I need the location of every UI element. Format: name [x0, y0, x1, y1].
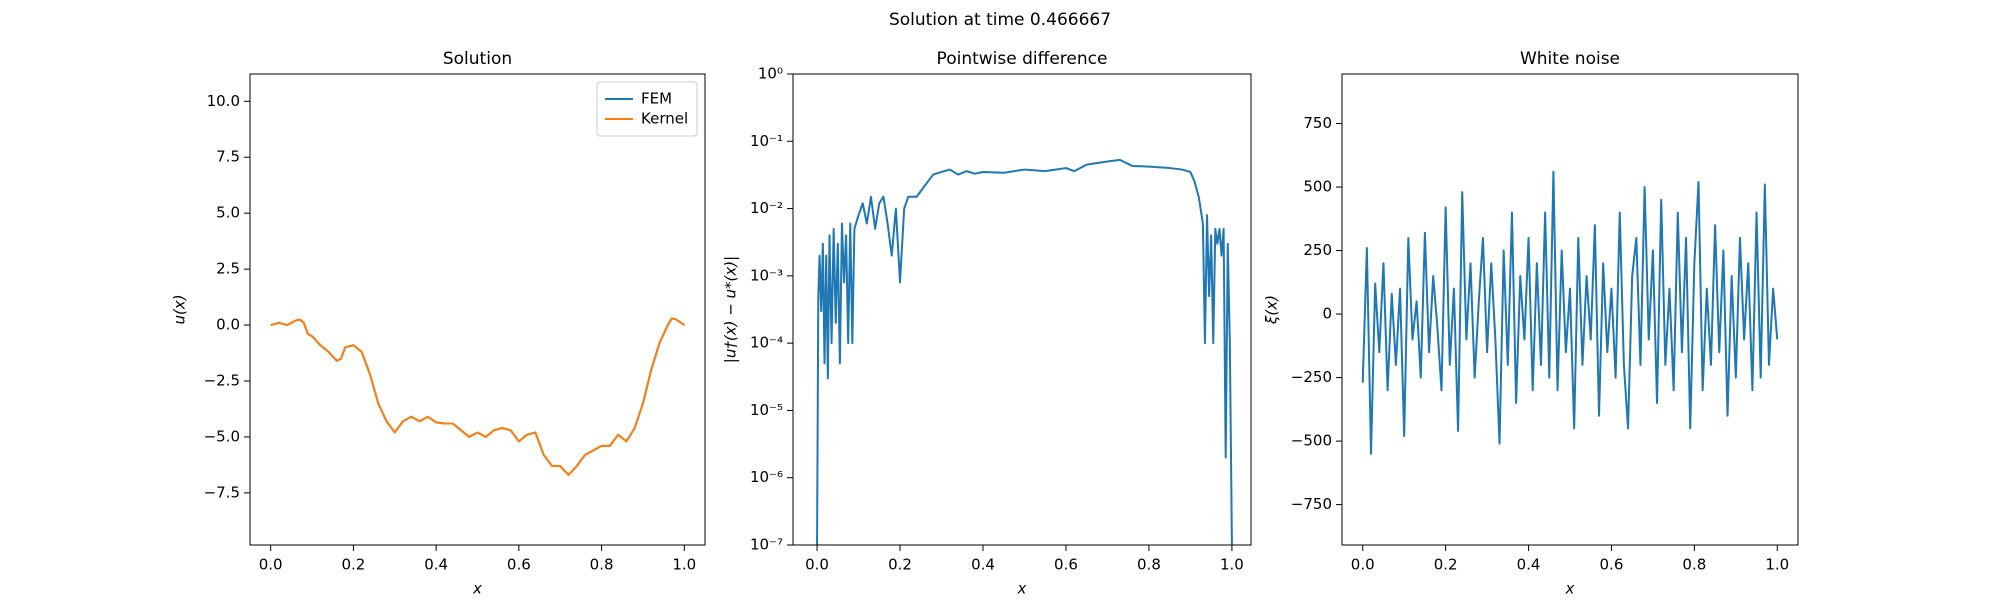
x-tick-label: 0.4 [971, 556, 995, 574]
y-tick-label: 0.0 [216, 316, 240, 334]
legend-label: Kernel [641, 110, 688, 128]
x-axis-label: x [1017, 580, 1027, 598]
y-tick-label: 5.0 [216, 204, 240, 222]
y-tick-label: 0 [1322, 305, 1332, 323]
x-tick-label: 0.0 [259, 556, 283, 574]
y-tick-label: 10⁻⁴ [750, 334, 783, 352]
y-tick-label: 10⁻¹ [750, 132, 783, 150]
legend-box [596, 81, 698, 137]
x-tick-label: 0.6 [507, 556, 531, 574]
plot-area [270, 317, 685, 476]
data-line [1361, 170, 1779, 455]
subplot: 0.0 0.2 0.4 0.6 0.8 1.0 −750 −500 −250 0 250 500 750… [1263, 49, 1799, 598]
y-tick-label: 10⁻⁵ [750, 401, 783, 419]
x-tick-label: 0.2 [888, 556, 912, 574]
legend-label: FEM [641, 90, 672, 108]
x-tick-label: 0.6 [1054, 556, 1078, 574]
figure-title: Solution at time 0.466667 [889, 10, 1111, 30]
subplot-title: Pointwise difference [937, 49, 1108, 69]
x-axis-label: x [472, 580, 482, 598]
y-tick-label: 10⁻² [750, 199, 783, 217]
x-tick-label: 0.6 [1600, 556, 1624, 574]
y-tick-label: −7.5 [204, 483, 240, 501]
axes-frame [249, 73, 706, 546]
y-tick-label: −750 [1291, 495, 1332, 513]
data-line [816, 158, 1233, 545]
y-axis-label: |u†(x) − u*(x)| [722, 256, 740, 363]
axes-frame [792, 73, 1252, 546]
subplot-title: White noise [1520, 49, 1620, 69]
y-tick-label: −500 [1291, 432, 1332, 450]
x-tick-label: 0.0 [805, 556, 829, 574]
y-tick-label: 10⁻⁷ [750, 536, 783, 554]
y-tick-label: 250 [1303, 241, 1332, 259]
legend: FEM Kernel [596, 81, 698, 137]
subplot-title: Solution [443, 49, 512, 69]
y-tick-label: 500 [1303, 178, 1332, 196]
plot-area [816, 158, 1233, 545]
x-tick-label: 0.4 [1517, 556, 1541, 574]
y-tick-label: 7.5 [216, 148, 240, 166]
y-tick-label: 10⁻⁶ [750, 468, 783, 486]
y-tick-label: −2.5 [204, 371, 240, 389]
data-line [270, 317, 685, 476]
y-axis-label: ξ(x) [1263, 295, 1281, 325]
y-tick-label: 10⁻³ [750, 266, 783, 284]
x-tick-label: 0.8 [1137, 556, 1161, 574]
axes-frame [1341, 73, 1799, 546]
y-tick-label: 10⁰ [758, 65, 783, 83]
x-tick-label: 0.2 [341, 556, 365, 574]
x-axis-label: x [1565, 580, 1575, 598]
y-tick-label: 750 [1303, 114, 1332, 132]
subplot: 0.0 0.2 0.4 0.6 0.8 1.0 10⁻⁷ 10⁻⁶ 10⁻⁵ 10⁻⁴ 10⁻³ 10… [722, 49, 1252, 598]
y-tick-label: 2.5 [216, 260, 240, 278]
plot-area [1361, 170, 1779, 455]
y-tick-label: −5.0 [204, 427, 240, 445]
y-tick-label: −250 [1291, 368, 1332, 386]
subplot: 0.0 0.2 0.4 0.6 0.8 1.0 −7.5 −5.0 −2.5 0.0 2.5 5.0 7… [171, 49, 706, 598]
x-tick-label: 0.2 [1434, 556, 1458, 574]
y-axis-label: u(x) [171, 294, 189, 324]
x-tick-label: 1.0 [672, 556, 696, 574]
x-tick-label: 0.8 [590, 556, 614, 574]
x-tick-label: 1.0 [1220, 556, 1244, 574]
x-tick-label: 0.4 [424, 556, 448, 574]
x-tick-label: 1.0 [1765, 556, 1789, 574]
x-tick-label: 0.0 [1351, 556, 1375, 574]
y-tick-label: 10.0 [207, 92, 240, 110]
x-tick-label: 0.8 [1682, 556, 1706, 574]
